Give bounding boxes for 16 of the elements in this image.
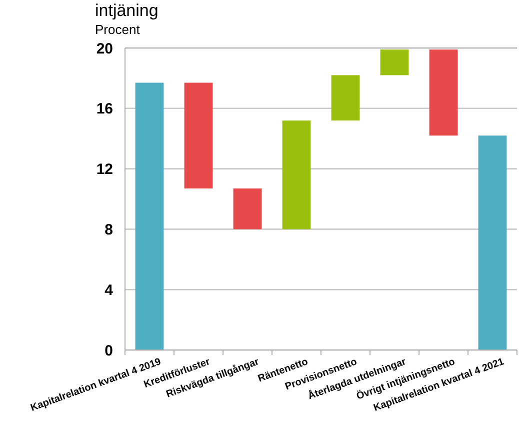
bar: [478, 136, 507, 350]
y-tick-label: 0: [104, 342, 113, 360]
bar: [429, 50, 458, 136]
y-axis-title: Procent: [95, 22, 140, 37]
bar: [331, 75, 360, 120]
y-tick-label: 8: [104, 221, 113, 238]
y-tick-label: 4: [104, 282, 114, 299]
y-tick-label: 16: [96, 100, 113, 118]
bar: [380, 50, 409, 76]
bar: [282, 120, 311, 230]
bar: [233, 188, 262, 230]
y-tick-label: 12: [96, 161, 113, 178]
chart-title: intjäning: [95, 1, 158, 20]
bar: [135, 82, 164, 350]
y-tick-label: 20: [96, 40, 113, 58]
bar: [184, 82, 213, 188]
